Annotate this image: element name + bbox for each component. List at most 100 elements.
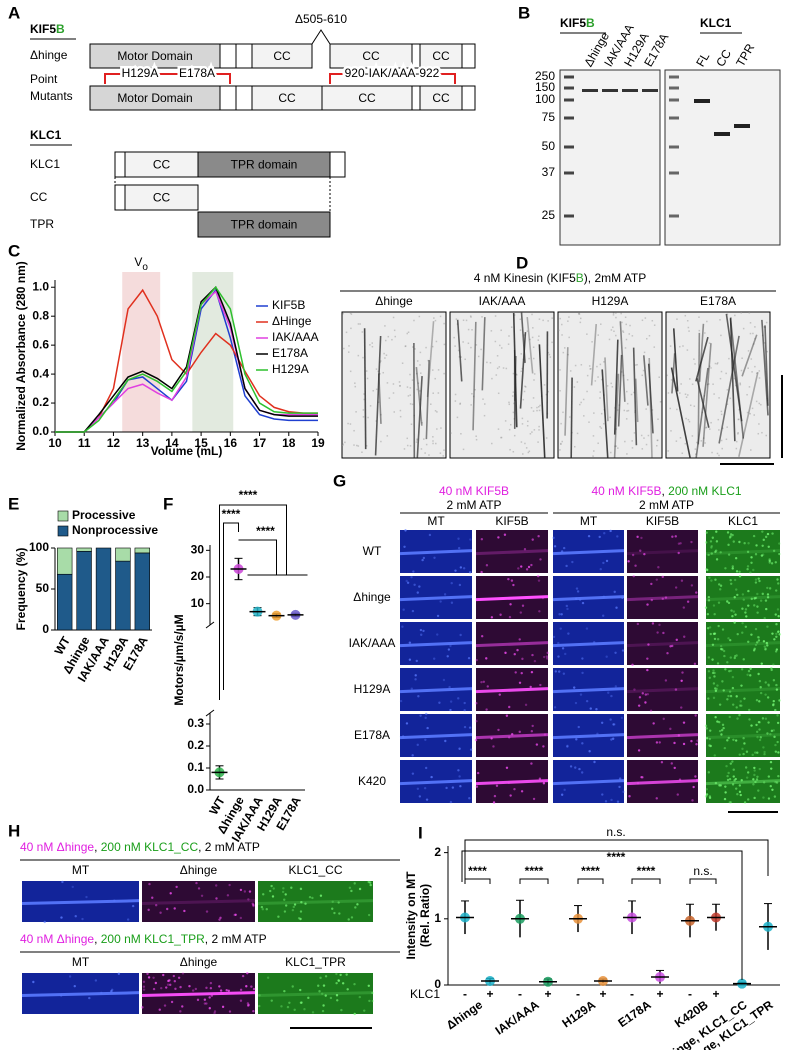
micrograph-speckle: [536, 574, 540, 578]
micrograph-speckle: [188, 984, 191, 988]
micrograph: [627, 530, 698, 573]
shaded-region: [122, 272, 161, 432]
micrograph-speckle: [519, 611, 523, 614]
micrograph-speckle: [646, 657, 649, 660]
micrograph-speckle: [743, 801, 747, 804]
kymo-noise: [600, 412, 603, 415]
micrograph-speckle: [715, 540, 719, 543]
kymo-noise: [609, 416, 611, 419]
kymo-noise: [437, 369, 440, 371]
micrograph-speckle: [174, 987, 177, 991]
x-tick-label: 10: [48, 436, 62, 450]
micrograph-speckle: [680, 579, 684, 582]
micrograph-speckle: [191, 989, 195, 992]
y-tick-label: 0.6: [32, 337, 49, 351]
micrograph-speckle: [513, 653, 516, 656]
micrograph-speckle: [410, 687, 413, 690]
micrograph-speckle: [713, 613, 716, 616]
kymo-noise: [433, 317, 435, 319]
kymo-noise: [626, 410, 628, 412]
micrograph-speckle: [724, 791, 727, 794]
domain-box: [329, 151, 346, 178]
micrograph-speckle: [774, 650, 778, 653]
kymo-noise: [513, 314, 516, 316]
lane-label: TPR: [733, 41, 757, 69]
kymo-noise: [627, 409, 630, 412]
legend-label: KIF5B: [272, 298, 305, 312]
micrograph-speckle: [399, 699, 403, 703]
micrograph-speckle: [450, 581, 453, 585]
kymo-noise: [709, 365, 711, 368]
deletion-label: Δ505-610: [295, 12, 347, 26]
kymo-noise: [679, 437, 682, 439]
kymo-noise: [500, 347, 503, 349]
kymo-noise: [531, 313, 533, 316]
micrograph-speckle: [729, 638, 732, 642]
region-label: Vo: [134, 255, 148, 272]
gene-title-part: B: [56, 22, 65, 36]
kymo-noise: [512, 391, 515, 393]
kymo-noise: [513, 434, 516, 437]
micrograph-speckle: [761, 717, 765, 720]
x-tick-label: 18: [282, 436, 296, 450]
kymo-noise: [728, 357, 730, 360]
micrograph-speckle: [720, 728, 724, 732]
micrograph-speckle: [485, 564, 489, 567]
micrograph-speckle: [416, 591, 419, 594]
micrograph-speckle: [776, 740, 779, 744]
kymo-noise: [716, 362, 719, 364]
micrograph-speckle: [756, 751, 759, 754]
kymo-noise: [735, 384, 737, 387]
domain-box: [461, 85, 476, 111]
micrograph-speckle: [557, 655, 560, 658]
micrograph-speckle: [319, 976, 322, 980]
kymo-noise: [369, 405, 372, 407]
kymo-noise: [432, 436, 434, 438]
kymo-noise: [588, 365, 591, 367]
micrograph-speckle: [673, 766, 676, 770]
micrograph-speckle: [754, 578, 758, 581]
micrograph-speckle: [712, 632, 716, 636]
micrograph-speckle: [649, 709, 653, 713]
micrograph-speckle: [763, 645, 767, 648]
kymo-track: [670, 367, 691, 459]
micrograph-speckle: [566, 744, 569, 748]
domain-box: [235, 85, 253, 111]
microtubule: [399, 641, 473, 648]
kymo-noise: [507, 343, 510, 345]
micrograph-speckle: [457, 546, 461, 550]
kymo-noise: [726, 426, 728, 428]
micrograph-speckle: [712, 682, 716, 685]
domain-label: TPR domain: [231, 218, 298, 232]
panel-letter: G: [333, 471, 346, 490]
micrograph-speckle: [458, 775, 461, 778]
micrograph-speckle: [759, 686, 762, 689]
kymo-noise: [682, 345, 684, 347]
micrograph-speckle: [425, 798, 429, 801]
microtubule: [475, 733, 549, 740]
micrograph-speckle: [266, 976, 270, 979]
sign-label: +: [656, 987, 663, 1001]
micrograph-speckle: [673, 741, 676, 745]
micrograph-speckle: [480, 680, 483, 684]
kymo-noise: [509, 448, 511, 451]
micrograph: [258, 973, 373, 1014]
micrograph-speckle: [661, 575, 664, 579]
sig-bracket: [223, 522, 239, 690]
kymo-noise: [508, 403, 511, 406]
kymo-noise: [383, 352, 385, 355]
micrograph-speckle: [761, 592, 764, 596]
micrograph-speckle: [225, 988, 228, 992]
kymo-noise: [362, 409, 365, 411]
domain-box: [329, 43, 413, 69]
micrograph-speckle: [705, 727, 708, 730]
micrograph-speckle: [733, 779, 736, 782]
kymo-noise: [559, 317, 561, 320]
kymo-noise: [758, 402, 761, 405]
micrograph-speckle: [194, 987, 198, 991]
micrograph-speckle: [690, 584, 694, 587]
microtubule: [626, 733, 699, 740]
kymo-noise: [708, 383, 710, 385]
kymo-noise: [653, 324, 656, 326]
micrograph-speckle: [291, 985, 294, 988]
